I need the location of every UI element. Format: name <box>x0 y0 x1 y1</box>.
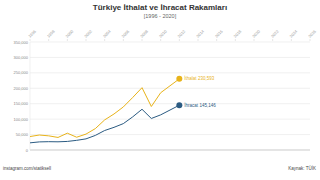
y-tick-label: 0 <box>26 148 29 153</box>
y-tick-label: 350,000 <box>14 40 29 45</box>
x-tick-label: 1998 <box>46 28 56 38</box>
end-marker <box>176 102 182 108</box>
title: Türkiye İthalat ve İhracat Rakamları <box>93 3 227 12</box>
x-tick-label: 2026 <box>307 28 317 38</box>
x-tick-label: 2002 <box>83 28 93 38</box>
series-line <box>30 105 179 143</box>
source: Kaynak: TÜİK <box>288 165 316 171</box>
x-axis <box>30 150 310 151</box>
y-tick-label: 200,000 <box>14 86 29 91</box>
x-tick-label: 2014 <box>195 28 205 38</box>
y-axis <box>30 42 31 150</box>
grid-line <box>30 119 310 120</box>
plot-area <box>30 76 182 143</box>
grid-line <box>30 72 310 73</box>
x-tick-label: 1996 <box>27 28 37 38</box>
x-tick-label: 2004 <box>102 28 112 38</box>
label-value: 230,593 <box>198 76 215 81</box>
credit: instagram.com/statiksell <box>3 166 51 171</box>
y-tick-label: 300,000 <box>14 55 29 60</box>
grid-line <box>30 88 310 89</box>
data-label: İhracat145,146 <box>184 102 216 108</box>
x-tick-label: 2006 <box>121 28 131 38</box>
label-name: İthalat <box>184 75 197 81</box>
end-marker <box>176 76 182 82</box>
y-tick-label: 150,000 <box>14 101 29 106</box>
grid-line <box>30 42 310 43</box>
data-label: İthalat230,593 <box>184 75 215 81</box>
label-name: İhracat <box>184 102 199 108</box>
chart: Türkiye İthalat ve İhracat Rakamları[199… <box>0 0 320 180</box>
y-tick-label: 250,000 <box>14 70 29 75</box>
x-tick-label: 2010 <box>158 28 168 38</box>
label-value: 145,146 <box>200 103 217 108</box>
x-tick-label: 2012 <box>177 28 187 38</box>
y-tick-label: 50,000 <box>16 132 29 137</box>
x-tick-label: 2020 <box>251 28 261 38</box>
x-tick-label: 2022 <box>270 28 280 38</box>
x-tick-label: 2024 <box>289 28 299 38</box>
x-tick-label: 2018 <box>233 28 243 38</box>
series-line <box>30 79 179 138</box>
x-tick-label: 2008 <box>139 28 149 38</box>
grid-line <box>30 57 310 58</box>
x-tick-label: 2016 <box>214 28 224 38</box>
grid-line <box>30 103 310 104</box>
subtitle: [1996 - 2020] <box>144 13 177 19</box>
x-tick-label: 2000 <box>65 28 75 38</box>
y-tick-label: 100,000 <box>14 117 29 122</box>
grid-line <box>30 150 310 151</box>
